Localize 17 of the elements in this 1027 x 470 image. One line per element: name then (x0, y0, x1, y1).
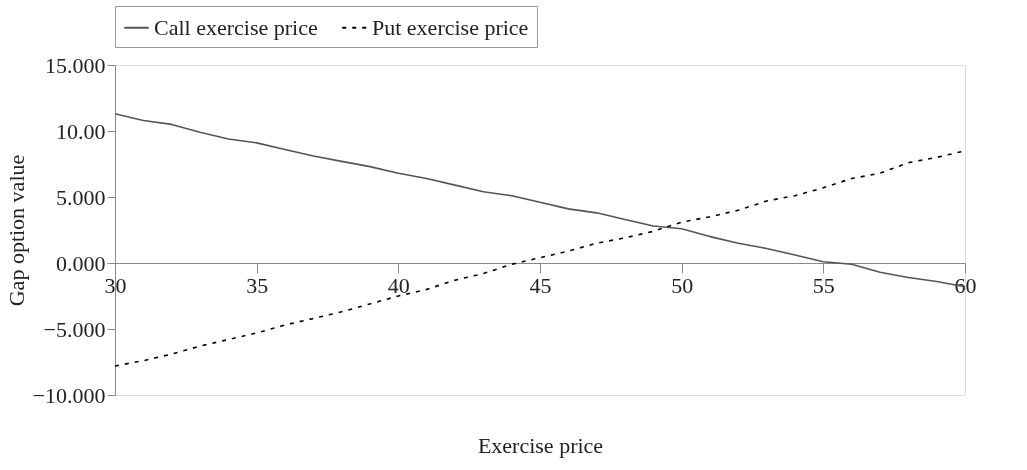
legend-label: Call exercise price (154, 14, 318, 40)
y-tick-label: 5.000 (56, 184, 106, 210)
y-tick-label: −10.000 (32, 382, 106, 408)
y-axis-title: Gap option value (3, 154, 29, 307)
y-tick-label: 0.000 (56, 250, 106, 276)
x-tick-label: 45 (529, 272, 552, 298)
x-tick-label: 30 (104, 272, 127, 298)
x-axis-title: Exercise price (477, 432, 604, 458)
x-tick-label: 50 (671, 272, 694, 298)
legend-label: Put exercise price (372, 14, 529, 40)
x-tick-label: 60 (954, 272, 977, 298)
x-tick-label: 35 (246, 272, 269, 298)
y-tick-label: 15.000 (45, 52, 106, 78)
y-tick-label: −5.000 (43, 316, 106, 342)
x-tick-label: 40 (387, 272, 410, 298)
y-tick-label: 10.00 (56, 118, 106, 144)
x-tick-label: 55 (812, 272, 835, 298)
